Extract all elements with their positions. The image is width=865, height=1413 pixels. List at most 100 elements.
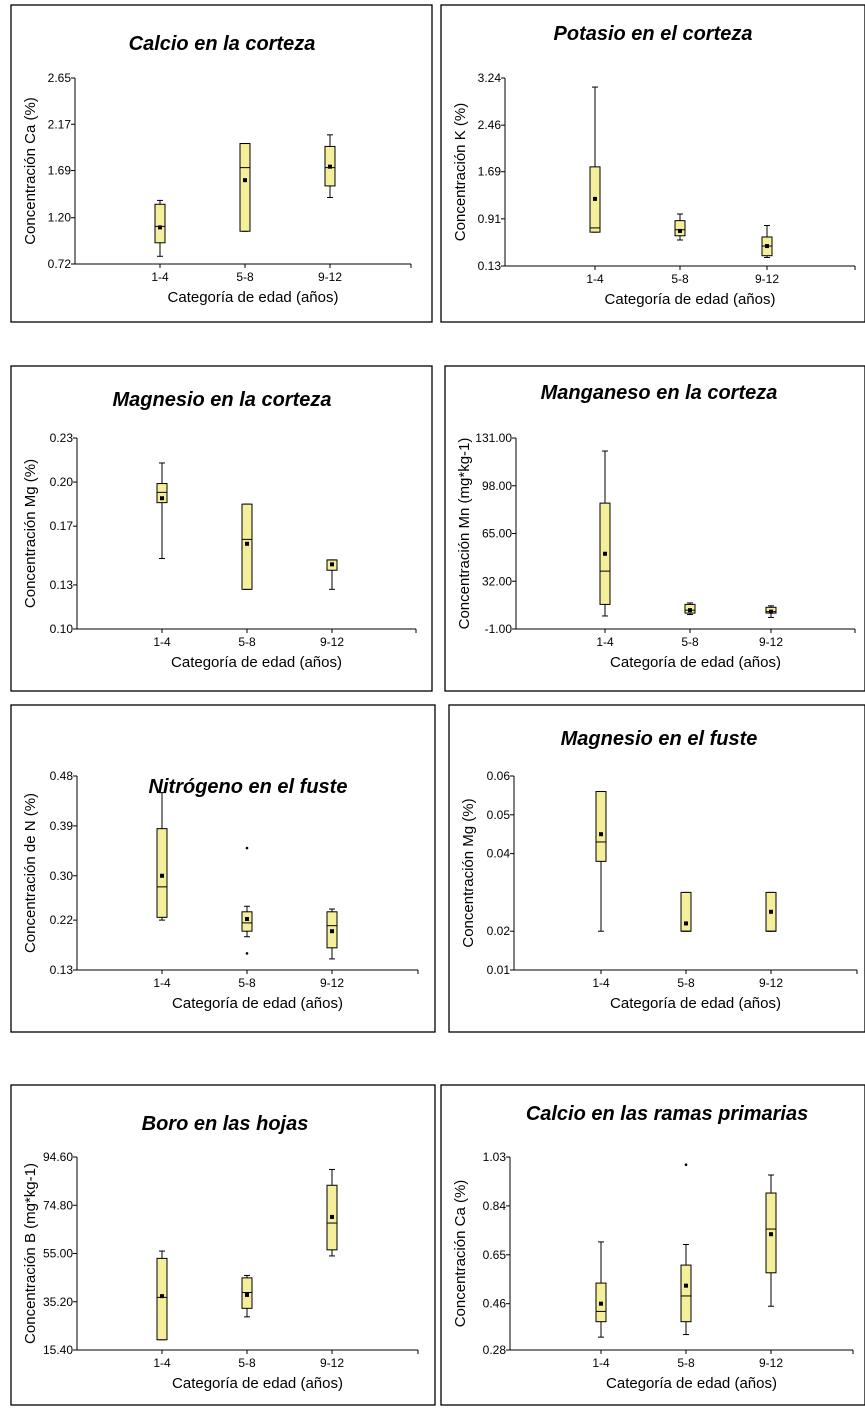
mean-marker <box>688 608 692 613</box>
y-axis-label: Concentración de N (%) <box>22 793 39 953</box>
y-tick-label: 0.13 <box>50 578 74 592</box>
mean-marker <box>328 164 332 169</box>
box-plot-9-12 <box>765 605 777 618</box>
outlier-point <box>245 846 249 850</box>
box-plot-9-12 <box>326 559 338 590</box>
chart-title: Magnesio en la corteza <box>113 389 332 411</box>
chart-panel: Boro en las hojas 15.40 35.20 55.00 74.80 94.… <box>10 1084 436 1406</box>
panel-frame <box>440 4 865 323</box>
mean-marker <box>160 1294 164 1299</box>
y-tick-label: 0.01 <box>487 963 511 977</box>
panel-frame <box>10 365 433 692</box>
mean-marker <box>678 228 682 233</box>
y-tick-label: 1.69 <box>478 165 502 179</box>
panel-frame <box>448 704 865 1033</box>
box-plot-9-12 <box>765 891 777 932</box>
chart-panel: Calcio en la corteza 0.72 1.20 1.69 2.17 2.65… <box>10 4 433 323</box>
x-tick-label: 9-12 <box>318 270 342 284</box>
y-tick-label: 15.40 <box>43 1343 73 1357</box>
mean-marker <box>330 1214 334 1219</box>
mean-marker <box>330 929 334 934</box>
box-plot-1-4 <box>595 791 607 932</box>
x-tick-label: 5-8 <box>238 635 256 649</box>
y-tick-label: 98.00 <box>482 479 512 493</box>
outlier-point <box>245 952 249 955</box>
box-plot-5-8 <box>239 143 251 232</box>
y-tick-label: 0.23 <box>50 431 74 445</box>
x-tick-label: 1-4 <box>592 1356 610 1370</box>
y-tick-label: 2.46 <box>478 118 502 132</box>
chart-panel: Potasio en el corteza 0.13 0.91 1.69 2.46 3.2… <box>440 4 865 323</box>
iqr-box <box>154 203 166 244</box>
y-tick-label: 2.65 <box>48 71 72 85</box>
y-tick-label: 0.02 <box>487 924 511 938</box>
mean-marker <box>769 1232 773 1237</box>
y-tick-label: 0.84 <box>483 1199 507 1213</box>
x-tick-label: 5-8 <box>681 635 699 649</box>
mean-marker <box>245 917 249 922</box>
y-tick-label: 0.04 <box>487 847 511 861</box>
mean-marker <box>158 225 162 230</box>
x-tick-label: 9-12 <box>320 1356 344 1370</box>
y-tick-label: 0.06 <box>487 769 511 783</box>
mean-marker <box>599 832 603 837</box>
x-tick-label: 1-4 <box>592 976 610 990</box>
mean-marker <box>769 609 773 614</box>
y-tick-label: 32.00 <box>482 574 512 588</box>
box-plot-5-8 <box>680 1163 692 1336</box>
y-tick-label: 65.00 <box>482 527 512 541</box>
mean-marker <box>769 909 773 914</box>
x-tick-label: 1-4 <box>153 1356 171 1370</box>
mean-marker <box>593 196 597 201</box>
x-tick-label: 1-4 <box>151 270 169 284</box>
x-tick-label: 5-8 <box>677 1356 695 1370</box>
x-tick-label: 1-4 <box>596 635 614 649</box>
y-tick-label: 0.17 <box>50 519 74 533</box>
y-tick-label: 0.28 <box>483 1343 507 1357</box>
box-plot-9-12 <box>326 908 338 960</box>
box-plot-1-4 <box>154 199 166 257</box>
y-tick-label: 131.00 <box>475 431 512 445</box>
y-tick-label: 94.60 <box>43 1150 73 1164</box>
box-plot-1-4 <box>589 86 601 233</box>
x-tick-label: 9-12 <box>759 976 783 990</box>
iqr-box <box>241 911 253 932</box>
mean-marker <box>684 1283 688 1288</box>
box-plot-1-4 <box>156 792 168 921</box>
iqr-box <box>680 1264 692 1323</box>
mean-marker <box>684 921 688 926</box>
mean-marker <box>765 244 769 249</box>
x-tick-label: 5-8 <box>671 272 689 286</box>
x-tick-label: 9-12 <box>320 976 344 990</box>
x-tick-label: 9-12 <box>759 1356 783 1370</box>
outlier-point <box>684 1163 688 1167</box>
x-axis-label: Categoría de edad (años) <box>172 1375 343 1392</box>
x-tick-label: 9-12 <box>755 272 779 286</box>
y-axis-label: Concentración K (%) <box>452 103 469 241</box>
y-tick-label: 0.65 <box>483 1248 507 1262</box>
iqr-box <box>156 828 168 918</box>
box-plot-5-8 <box>241 846 253 955</box>
iqr-box <box>156 483 168 504</box>
x-axis-label: Categoría de edad (años) <box>171 654 342 671</box>
x-axis-label: Categoría de edad (años) <box>610 995 781 1012</box>
x-tick-label: 9-12 <box>759 635 783 649</box>
x-axis-label: Categoría de edad (años) <box>610 654 781 671</box>
x-tick-label: 9-12 <box>320 635 344 649</box>
iqr-box <box>239 143 251 232</box>
y-axis-label: Concentración Ca (%) <box>452 1180 469 1328</box>
panel-frame <box>440 1084 865 1406</box>
x-axis-label: Categoría de edad (años) <box>172 995 343 1012</box>
panel-frame <box>444 365 865 692</box>
mean-marker <box>330 562 334 567</box>
box-plot-1-4 <box>595 1241 607 1338</box>
chart-panel: Manganeso en la corteza -1.00 32.00 65.00 98… <box>444 365 865 692</box>
box-plot-9-12 <box>761 224 773 259</box>
y-axis-label: Concentración Mn (mg*kg-1) <box>456 438 473 630</box>
x-axis-label: Categoría de edad (años) <box>168 289 339 306</box>
y-tick-label: 0.72 <box>48 257 72 271</box>
chart-panel: Magnesio en la corteza 0.10 0.13 0.17 0.20 0.… <box>10 365 433 692</box>
chart-panel: Nitrógeno en el fuste 0.13 0.22 0.30 0.39 0.4… <box>10 704 436 1033</box>
mean-marker <box>160 873 164 878</box>
